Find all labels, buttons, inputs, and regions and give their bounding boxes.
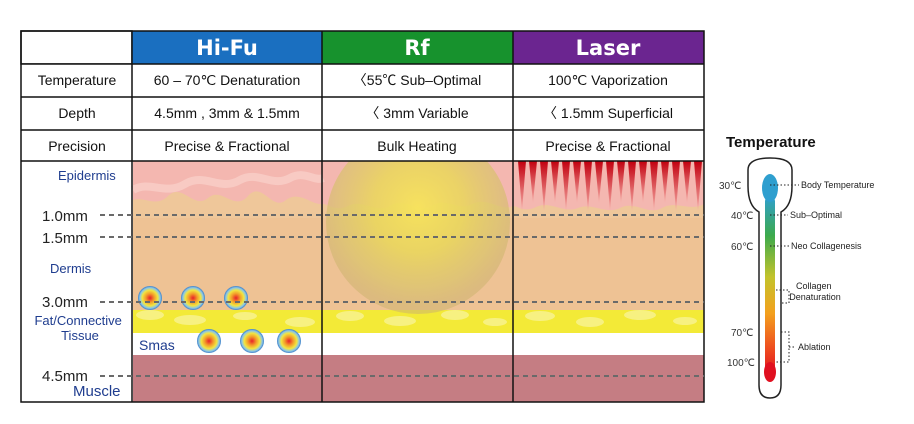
laser-spike [595, 161, 603, 203]
layer-labels: Epidermis Dermis Fat/Connective Tissue S… [34, 168, 174, 400]
cell-rf-temperature: 〈55℃ Sub–Optimal [353, 72, 481, 88]
laser-spike [606, 161, 614, 211]
label-fat-connective-tissue: Fat/Connective Tissue [34, 313, 125, 343]
thermo-deg-30: 30℃ [719, 181, 741, 192]
row-label-precision: Precision [48, 138, 106, 154]
muscle-layer [133, 355, 704, 402]
label-dermis: Dermis [50, 261, 92, 276]
column-title-laser: Laser [576, 36, 641, 60]
label-muscle: Muscle [73, 383, 121, 400]
depth-label-4-5mm: 4.5mm [42, 368, 88, 385]
laser-spike [661, 161, 669, 203]
cell-laser-depth: 〈 1.5mm Superficial [543, 105, 673, 121]
thermo-note-body-temperature: Body Temperature [801, 180, 874, 190]
row-label-temperature: Temperature [38, 72, 117, 88]
laser-spike [529, 161, 537, 203]
laser-spike [672, 161, 680, 211]
thermometer-gradient-bar [765, 196, 775, 376]
cell-hifu-precision: Precise & Fractional [164, 138, 289, 154]
thermo-note-ablation: Ablation [798, 342, 831, 352]
label-column [21, 161, 132, 402]
laser-spike [518, 161, 526, 211]
header-cell-rf [322, 31, 513, 64]
table-body: Temperature Depth Precision 60 – 70℃ Den… [21, 64, 704, 161]
label-smas: Smas [139, 337, 175, 353]
depth-label-1mm: 1.0mm [42, 208, 88, 225]
depth-label-3mm: 3.0mm [42, 294, 88, 311]
row-label-depth: Depth [58, 105, 95, 121]
header-cell-hifu [132, 31, 322, 64]
thermo-deg-60: 60℃ [731, 242, 753, 253]
column-title-rf: Rf [404, 36, 430, 60]
depth-labels: 1.0mm 1.5mm 3.0mm 4.5mm [42, 208, 88, 385]
cell-laser-temperature: 100℃ Vaporization [548, 72, 668, 88]
thermometer-bulb-bottom [764, 362, 776, 382]
cell-rf-precision: Bulk Heating [377, 138, 456, 154]
laser-spike [694, 161, 702, 211]
thermo-note-collagen-denaturation: Collagen Denaturation [789, 281, 841, 302]
depth-lines [100, 214, 704, 377]
thermometer-title: Temperature [726, 134, 816, 151]
laser-spike [573, 161, 581, 203]
cell-hifu-temperature: 60 – 70℃ Denaturation [154, 72, 301, 88]
hifu-focal-spot [240, 329, 264, 353]
hifu-focal-spot [181, 286, 205, 310]
hifu-focal-spot [277, 329, 301, 353]
cell-laser-precision: Precise & Fractional [545, 138, 670, 154]
laser-spike [562, 161, 570, 211]
hifu-focal-spot [138, 286, 162, 310]
thermometer-bulb-top [762, 174, 778, 202]
laser-spike [551, 161, 559, 203]
laser-spike [628, 161, 636, 211]
cell-hifu-depth: 4.5mm , 3mm & 1.5mm [154, 105, 299, 121]
laser-spike [617, 161, 625, 203]
cell-rf-depth: 〈 3mm Variable [365, 105, 468, 121]
thermo-deg-70: 70℃ [731, 328, 753, 339]
smas-layer [133, 333, 704, 355]
laser-spikes [518, 161, 702, 211]
depth-label-1-5mm: 1.5mm [42, 230, 88, 247]
header-corner-cell [20, 30, 133, 65]
temperature-thermometer: Temperature 30℃ 40℃ 60℃ 70℃ 100℃ Body Te… [719, 134, 874, 399]
thermo-deg-40: 40℃ [731, 211, 753, 222]
thermo-deg-100: 100℃ [727, 358, 755, 369]
hifu-focal-spot [197, 329, 221, 353]
header-cell-laser [513, 31, 704, 64]
table-grid [20, 30, 705, 403]
label-epidermis: Epidermis [58, 168, 116, 183]
laser-spike [650, 161, 658, 211]
laser-spike [639, 161, 647, 203]
laser-spike [540, 161, 548, 211]
fat-globules [136, 310, 697, 327]
thermo-note-sub-optimal: Sub–Optimal [790, 210, 842, 220]
laser-spike [584, 161, 592, 211]
column-title-hifu: Hi-Fu [196, 36, 258, 60]
laser-spike [683, 161, 691, 203]
table-header: Hi-Fu Rf Laser [20, 30, 704, 65]
hifu-focal-spot [224, 286, 248, 310]
thermo-note-neo-collagenesis: Neo Collagenesis [791, 241, 862, 251]
hifu-focal-spots [138, 286, 301, 353]
